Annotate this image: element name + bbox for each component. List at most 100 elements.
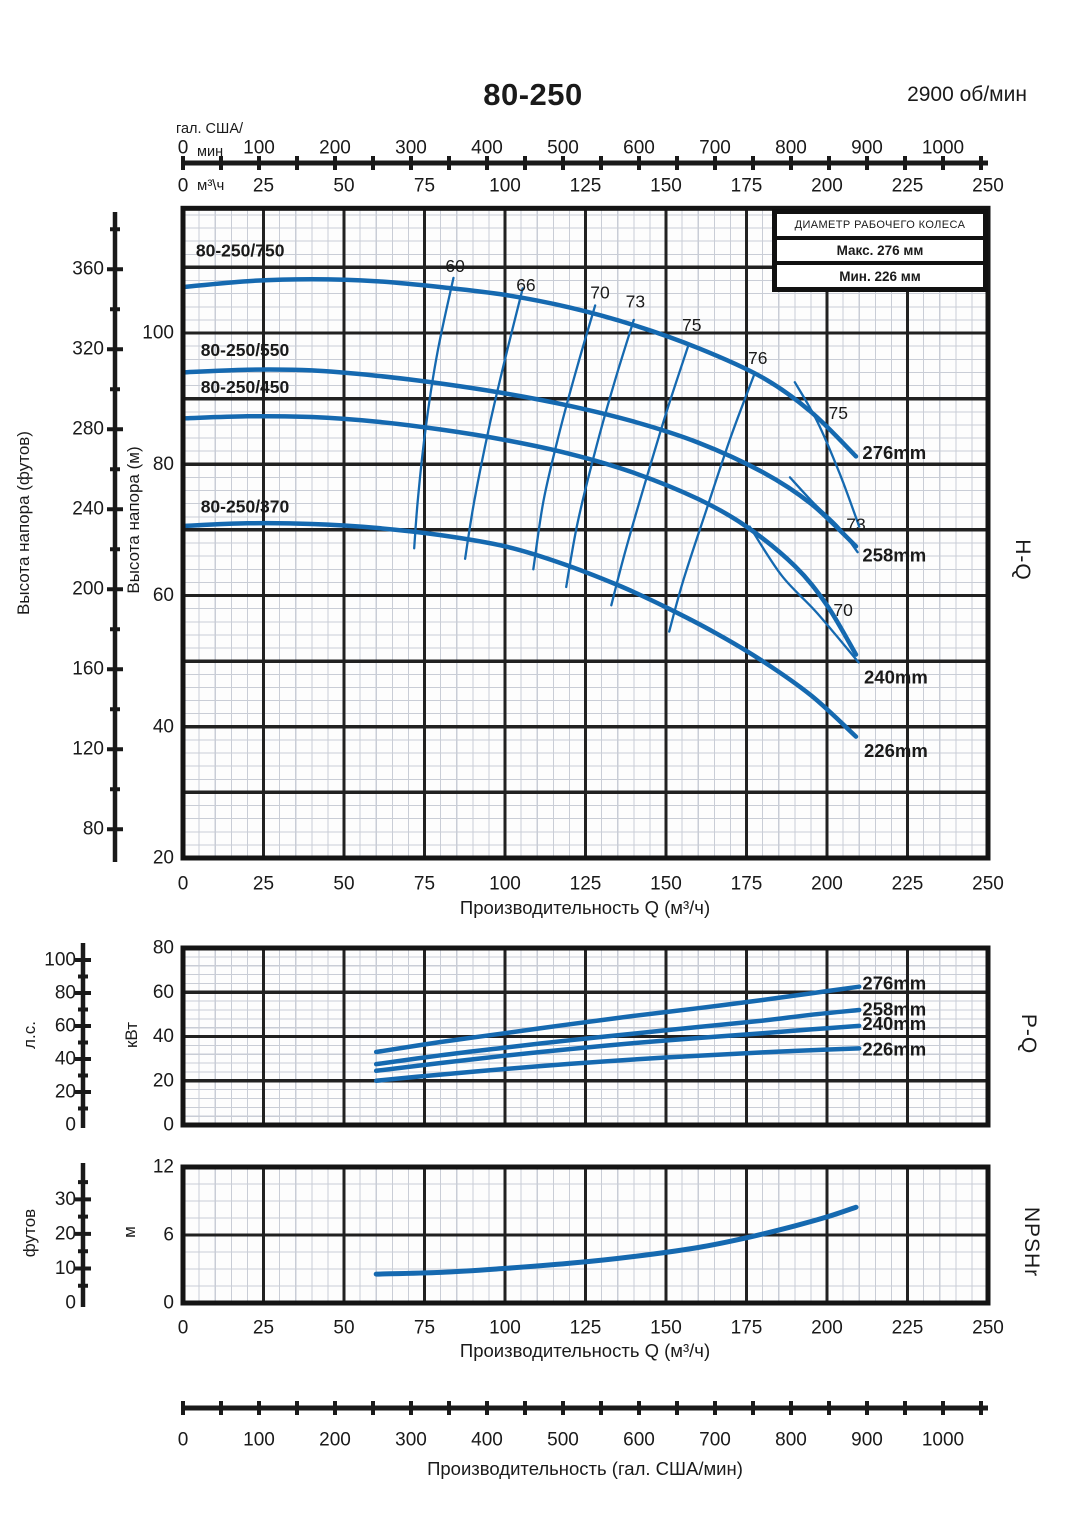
curve-name-label: 80-250/750 <box>196 240 285 260</box>
efficiency-contour-60 <box>413 276 455 550</box>
curve-240mm <box>373 1023 862 1074</box>
gpm-axis-bottom-tick-label: 0 <box>178 1430 189 1451</box>
pq-y-tick-hp: 0 <box>65 1115 76 1136</box>
curve-name-label: 80-250/450 <box>201 377 290 397</box>
gpm-axis-bottom-tick-label: 800 <box>775 1430 807 1451</box>
gpm-axis-top-tick-label: 900 <box>851 138 883 159</box>
pq-y-tick-kw: 20 <box>153 1070 174 1091</box>
npshr-x-tick-label: 200 <box>811 1318 843 1339</box>
m3h-header-tick: 225 <box>892 176 924 197</box>
npshr-y-tick-m: 12 <box>153 1157 174 1178</box>
curve-276mm <box>373 984 862 1055</box>
pq-y-tick-kw: 80 <box>153 938 174 959</box>
curve-258mm <box>180 367 859 549</box>
gpm-axis-bottom-tick-label: 500 <box>547 1430 579 1451</box>
efficiency-label: 73 <box>846 515 865 535</box>
gpm-axis-top-tick-label: 100 <box>243 138 275 159</box>
gpm-axis-top-tick-label: 800 <box>775 138 807 159</box>
hp-axis-ticks <box>75 958 91 1111</box>
m3h-header-tick: 0 <box>178 176 189 197</box>
npshr-y-tick-ft: 20 <box>55 1223 76 1244</box>
npshr-x-tick-label: 100 <box>489 1318 521 1339</box>
impeller-diameter-box: ДИАМЕТР РАБОЧЕГО КОЛЕСА Макс. 276 мм Мин… <box>772 209 988 292</box>
pq-y-tick-kw: 60 <box>153 982 174 1003</box>
hq-x-tick-label: 50 <box>333 874 354 895</box>
efficiency-label: 75 <box>682 315 701 335</box>
hq-y-tick-m: 20 <box>153 848 174 869</box>
hq-y-tick-ft: 120 <box>72 739 104 760</box>
hq-chart-name: H-Q <box>1011 539 1034 581</box>
hq-ylabel-feet: Высота напора (футов) <box>14 431 33 615</box>
hq-y-tick-m: 60 <box>153 585 174 606</box>
hq-ylabel-meters: Высота напора (м) <box>124 446 143 594</box>
pq-ylabel-kw: кВт <box>122 1022 141 1048</box>
gpm-axis-bottom-tick-label: 200 <box>319 1430 351 1451</box>
diameter-label: 226mm <box>862 1039 926 1060</box>
pq-y-tick-hp: 80 <box>55 983 76 1004</box>
rpm-label: 2900 об/мин <box>907 83 1027 106</box>
diameter-label: 258mm <box>862 544 926 565</box>
hq-y-tick-ft: 80 <box>83 819 104 840</box>
gpm-axis-top-tick-label: 200 <box>319 138 351 159</box>
impeller-max-value: Макс. 276 мм <box>777 239 983 262</box>
hq-x-tick-label: 175 <box>731 874 763 895</box>
m3h-header-tick: 250 <box>972 176 1004 197</box>
diameter-label: 276mm <box>862 972 926 993</box>
efficiency-contour-76 <box>668 372 756 633</box>
npshr-x-tick-label: 0 <box>178 1318 189 1339</box>
efficiency-label: 70 <box>833 600 853 620</box>
hq-y-tick-ft: 200 <box>72 579 104 600</box>
hq-xlabel: Производительность Q (м³/ч) <box>459 897 711 918</box>
gpm-axis-bottom-tick-label: 700 <box>699 1430 731 1451</box>
hq-x-tick-label: 150 <box>650 874 682 895</box>
hq-x-tick-label: 0 <box>178 874 189 895</box>
m3h-header-tick: 25 <box>253 176 274 197</box>
efficiency-contour-73 <box>565 318 635 589</box>
npshr-y-tick-ft: 30 <box>55 1189 76 1210</box>
gpm-axis-top-ticks <box>181 156 983 170</box>
hq-x-tick-label: 75 <box>414 874 435 895</box>
npshr-y-tick-ft: 10 <box>55 1258 76 1279</box>
efficiency-contour-66 <box>463 287 524 560</box>
diameter-label: 258mm <box>862 999 926 1020</box>
m3h-header-tick: 75 <box>414 176 435 197</box>
npshr-x-tick-label: 175 <box>731 1318 763 1339</box>
hq-x-tick-label: 100 <box>489 874 521 895</box>
pq-y-tick-hp: 40 <box>55 1049 76 1070</box>
pq-chart-name: P-Q <box>1017 1013 1040 1055</box>
npshr-x-tick-label: 250 <box>972 1318 1004 1339</box>
m3h-header-tick: 175 <box>731 176 763 197</box>
gpm-axis-top-tick-label: 400 <box>471 138 503 159</box>
plot-frame <box>180 205 991 861</box>
curve-240mm <box>180 413 859 657</box>
npshr-ylabel-feet: футов <box>20 1208 39 1258</box>
hq-y-tick-ft: 160 <box>72 659 104 680</box>
diameter-label: 240mm <box>862 1013 926 1034</box>
efficiency-contour-70 <box>532 304 597 571</box>
efficiency-label: 76 <box>748 348 767 368</box>
grid-major <box>183 1167 988 1303</box>
pq-ylabel-hp: л.с. <box>20 1021 39 1049</box>
gpm-axis-top-tick-label: 1000 <box>922 138 964 159</box>
m3h-header-tick: 150 <box>650 176 682 197</box>
gpm-axis-top-tick-label: 500 <box>547 138 579 159</box>
npshr-y-tick-m: 6 <box>163 1225 174 1246</box>
m3h-header-tick: 50 <box>333 176 354 197</box>
curve-226mm <box>373 1046 862 1083</box>
m3h-header-tick: 100 <box>489 176 521 197</box>
plot-frame <box>180 1164 991 1306</box>
hq-y-tick-ft: 280 <box>72 419 104 440</box>
curve-258mm <box>373 1007 862 1067</box>
gpm-axis-bottom-tick-label: 400 <box>471 1430 503 1451</box>
m3h-header-tick: 125 <box>570 176 602 197</box>
gpm-axis-top-tick-label: 0 <box>178 138 189 159</box>
efficiency-label: 66 <box>516 275 535 295</box>
diameter-label: 276mm <box>862 442 926 463</box>
impeller-min-value: Мин. 226 мм <box>777 265 983 288</box>
gpm-axis-top-tick-label: 700 <box>699 138 731 159</box>
hq-y-tick-ft: 240 <box>72 499 104 520</box>
m3h-header-tick: 200 <box>811 176 843 197</box>
curve-name-label: 80-250/550 <box>201 340 290 360</box>
